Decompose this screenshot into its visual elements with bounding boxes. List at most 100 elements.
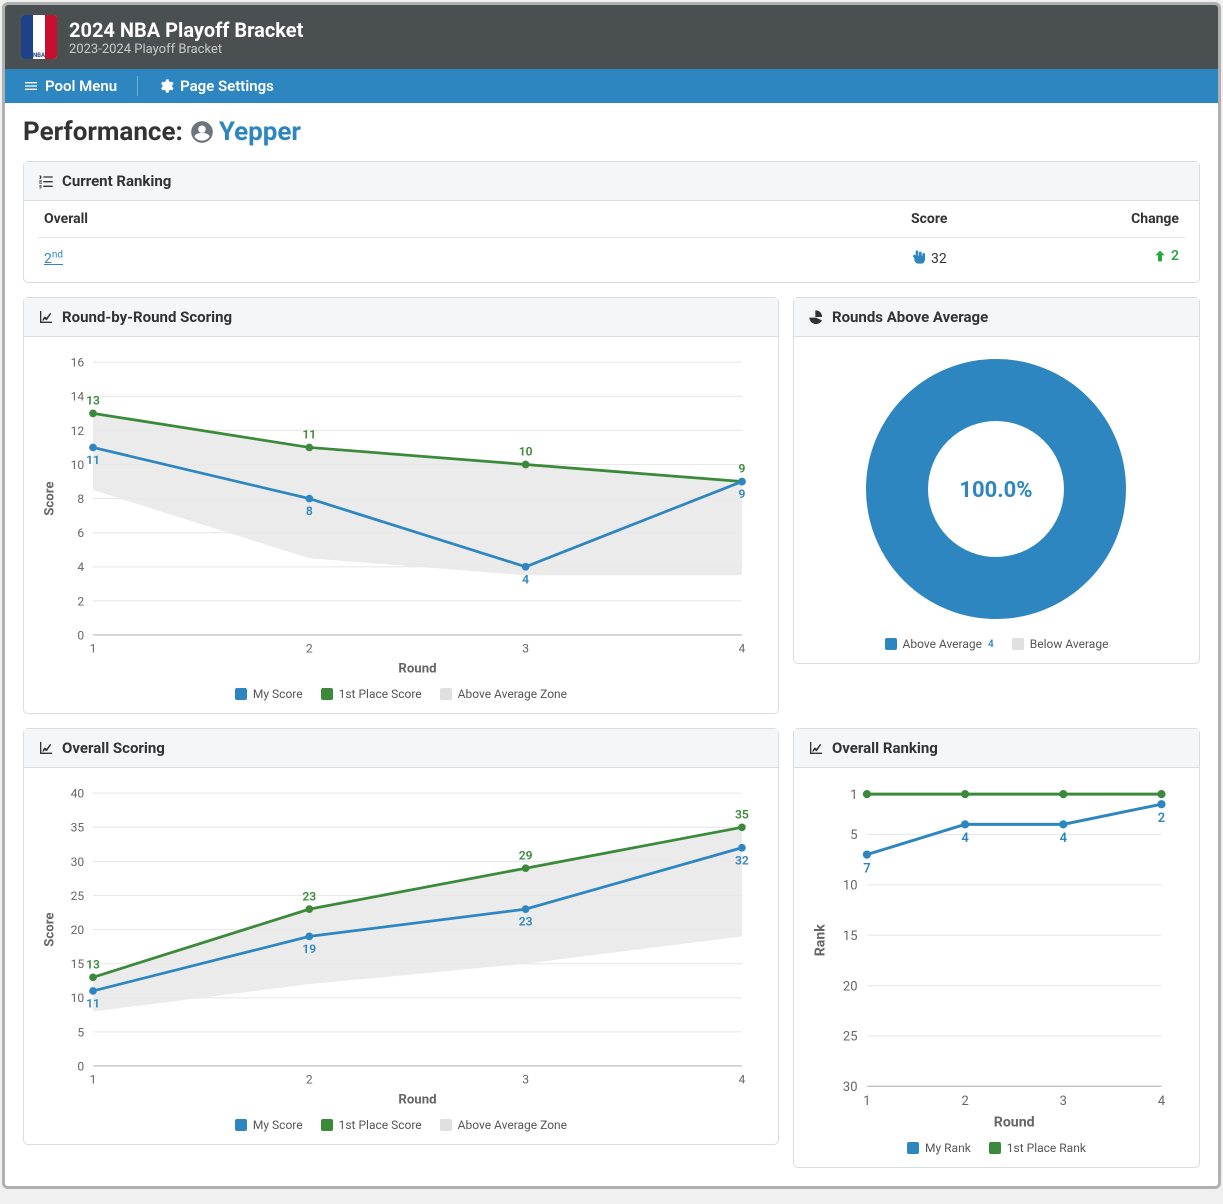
col-change: Change	[1085, 201, 1185, 238]
rank-number: 2	[44, 251, 52, 267]
svg-text:11: 11	[302, 428, 316, 442]
svg-text:29: 29	[519, 848, 533, 862]
rank-link[interactable]: 2nd	[44, 251, 63, 267]
legend-swatch-myrank	[907, 1142, 919, 1154]
svg-text:15: 15	[843, 929, 858, 944]
svg-text:7: 7	[863, 861, 870, 876]
round-scoring-panel: Round-by-Round Scoring 02468101214161234…	[23, 297, 779, 714]
legend-swatch-first	[989, 1142, 1001, 1154]
svg-text:Score: Score	[42, 912, 57, 946]
svg-text:4: 4	[739, 642, 746, 656]
svg-text:13: 13	[86, 957, 100, 971]
arrow-up-icon	[1152, 248, 1168, 264]
donut-legend: Above Average4 Below Average	[885, 637, 1109, 651]
svg-text:100.0%: 100.0%	[960, 478, 1033, 503]
ranking-table: Overall Score Change 2nd 32	[38, 201, 1185, 278]
page-settings-label: Page Settings	[180, 77, 274, 95]
svg-text:20: 20	[71, 923, 85, 937]
svg-text:4: 4	[1158, 1094, 1165, 1109]
svg-text:16: 16	[71, 356, 85, 370]
legend-first: 1st Place Rank	[1007, 1141, 1086, 1155]
svg-text:Rank: Rank	[812, 924, 828, 957]
legend-swatch-myscore	[235, 688, 247, 700]
svg-text:Round: Round	[398, 661, 436, 676]
svg-text:10: 10	[71, 458, 85, 472]
svg-text:2: 2	[306, 642, 313, 656]
svg-text:8: 8	[77, 492, 84, 506]
current-ranking-panel: Current Ranking Overall Score Change	[23, 161, 1200, 283]
svg-text:19: 19	[302, 942, 316, 956]
legend-myscore: My Score	[253, 687, 303, 701]
svg-text:15: 15	[71, 957, 85, 971]
svg-text:2: 2	[306, 1073, 313, 1087]
svg-text:2: 2	[1158, 811, 1165, 826]
legend-first: 1st Place Score	[339, 687, 422, 701]
avatar-icon	[189, 119, 215, 145]
donut-sup: 4	[988, 639, 994, 650]
svg-text:10: 10	[519, 445, 533, 459]
username-link[interactable]: Yepper	[189, 117, 301, 147]
svg-text:NBA: NBA	[33, 52, 46, 59]
table-row: 2nd 32 2	[38, 238, 1185, 279]
legend-above: Above Average	[903, 637, 983, 651]
overall-chart: 05101520253035401234RoundScore1323293511…	[38, 780, 764, 1110]
svg-text:1: 1	[863, 1094, 870, 1109]
overall-ranking-panel: Overall Ranking 1510152025301234RoundRan…	[793, 728, 1200, 1168]
donut-chart: 100.0%	[856, 349, 1136, 629]
svg-text:0: 0	[77, 628, 84, 642]
svg-text:4: 4	[1060, 831, 1068, 846]
svg-text:5: 5	[77, 1025, 84, 1039]
round-chart-legend: My Score 1st Place Score Above Average Z…	[38, 687, 764, 701]
svg-text:4: 4	[739, 1073, 746, 1087]
hand-point-icon	[911, 249, 927, 265]
svg-text:9: 9	[738, 487, 745, 501]
svg-text:30: 30	[843, 1080, 858, 1095]
svg-text:32: 32	[735, 853, 749, 867]
legend-swatch-myscore	[235, 1119, 247, 1131]
svg-text:3: 3	[522, 642, 529, 656]
legend-swatch-below	[1012, 638, 1024, 650]
svg-text:23: 23	[302, 889, 316, 903]
legend-myscore: My Score	[253, 1118, 303, 1132]
line-chart-icon	[38, 740, 54, 756]
line-chart-icon	[808, 740, 824, 756]
svg-text:4: 4	[77, 560, 84, 574]
svg-text:6: 6	[77, 526, 84, 540]
svg-text:Round: Round	[994, 1114, 1035, 1130]
legend-zone: Above Average Zone	[458, 687, 567, 701]
nba-logo-icon: NBA	[21, 15, 57, 59]
change-value: 2	[1152, 248, 1179, 264]
svg-text:1: 1	[850, 788, 857, 803]
legend-swatch-above	[885, 638, 897, 650]
svg-text:14: 14	[71, 390, 85, 404]
header-subtitle: 2023-2024 Playoff Bracket	[69, 42, 303, 57]
legend-swatch-first	[321, 688, 333, 700]
gear-icon	[158, 78, 174, 94]
rank-chart-title: Overall Ranking	[832, 739, 938, 757]
col-overall: Overall	[38, 201, 905, 238]
svg-text:1: 1	[90, 642, 97, 656]
legend-first: 1st Place Score	[339, 1118, 422, 1132]
ranking-panel-title: Current Ranking	[62, 172, 171, 190]
svg-text:2: 2	[77, 594, 84, 608]
sub-nav: Pool Menu Page Settings	[5, 69, 1218, 103]
legend-zone: Above Average Zone	[458, 1118, 567, 1132]
svg-text:11: 11	[86, 453, 100, 467]
header-title: 2024 NBA Playoff Bracket	[69, 18, 303, 42]
donut-title: Rounds Above Average	[832, 308, 988, 326]
page-settings-button[interactable]: Page Settings	[154, 75, 278, 97]
legend-swatch-first	[321, 1119, 333, 1131]
svg-text:0: 0	[77, 1059, 84, 1073]
round-chart: 02468101214161234RoundScore131110911849	[38, 349, 764, 679]
overall-chart-title: Overall Scoring	[62, 739, 165, 757]
col-score: Score	[905, 201, 1085, 238]
svg-text:9: 9	[738, 462, 745, 476]
pool-menu-label: Pool Menu	[45, 77, 117, 95]
username-text: Yepper	[219, 117, 301, 147]
score-value: 32	[931, 251, 947, 267]
pool-menu-button[interactable]: Pool Menu	[19, 75, 121, 97]
svg-text:25: 25	[843, 1030, 858, 1045]
svg-text:13: 13	[86, 394, 100, 408]
list-ol-icon	[38, 173, 54, 189]
performance-label: Performance:	[23, 117, 183, 147]
